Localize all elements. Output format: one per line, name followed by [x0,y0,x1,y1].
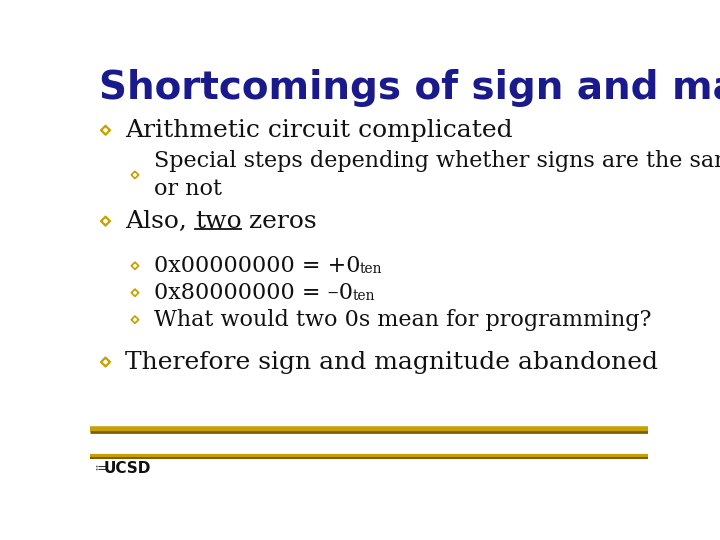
Polygon shape [104,129,107,132]
Polygon shape [133,318,136,321]
Text: ≔: ≔ [94,462,107,475]
Text: Arithmetic circuit complicated: Arithmetic circuit complicated [125,119,513,141]
Polygon shape [131,171,139,179]
Polygon shape [133,264,136,267]
Polygon shape [133,173,136,177]
Polygon shape [101,357,111,367]
Polygon shape [104,360,107,364]
Text: Also,: Also, [125,210,194,233]
Polygon shape [101,216,111,226]
Text: 0x00000000 = +0: 0x00000000 = +0 [153,255,360,277]
Polygon shape [133,291,136,294]
Text: ten: ten [353,289,375,303]
Text: 0x80000000 = –0: 0x80000000 = –0 [153,282,353,303]
Text: Therefore sign and magnitude abandoned: Therefore sign and magnitude abandoned [125,350,658,374]
Polygon shape [131,316,139,323]
Text: ten: ten [360,262,382,276]
Polygon shape [104,219,107,223]
Text: What would two 0s mean for programming?: What would two 0s mean for programming? [153,309,651,330]
Polygon shape [101,125,111,135]
Text: Shortcomings of sign and magnitude?: Shortcomings of sign and magnitude? [99,69,720,107]
Text: zeros: zeros [241,210,317,233]
Text: two: two [194,210,241,233]
Text: Special steps depending whether signs are the same
or not: Special steps depending whether signs ar… [153,150,720,200]
Polygon shape [131,262,139,269]
Polygon shape [131,289,139,296]
Text: UCSD: UCSD [104,461,151,476]
